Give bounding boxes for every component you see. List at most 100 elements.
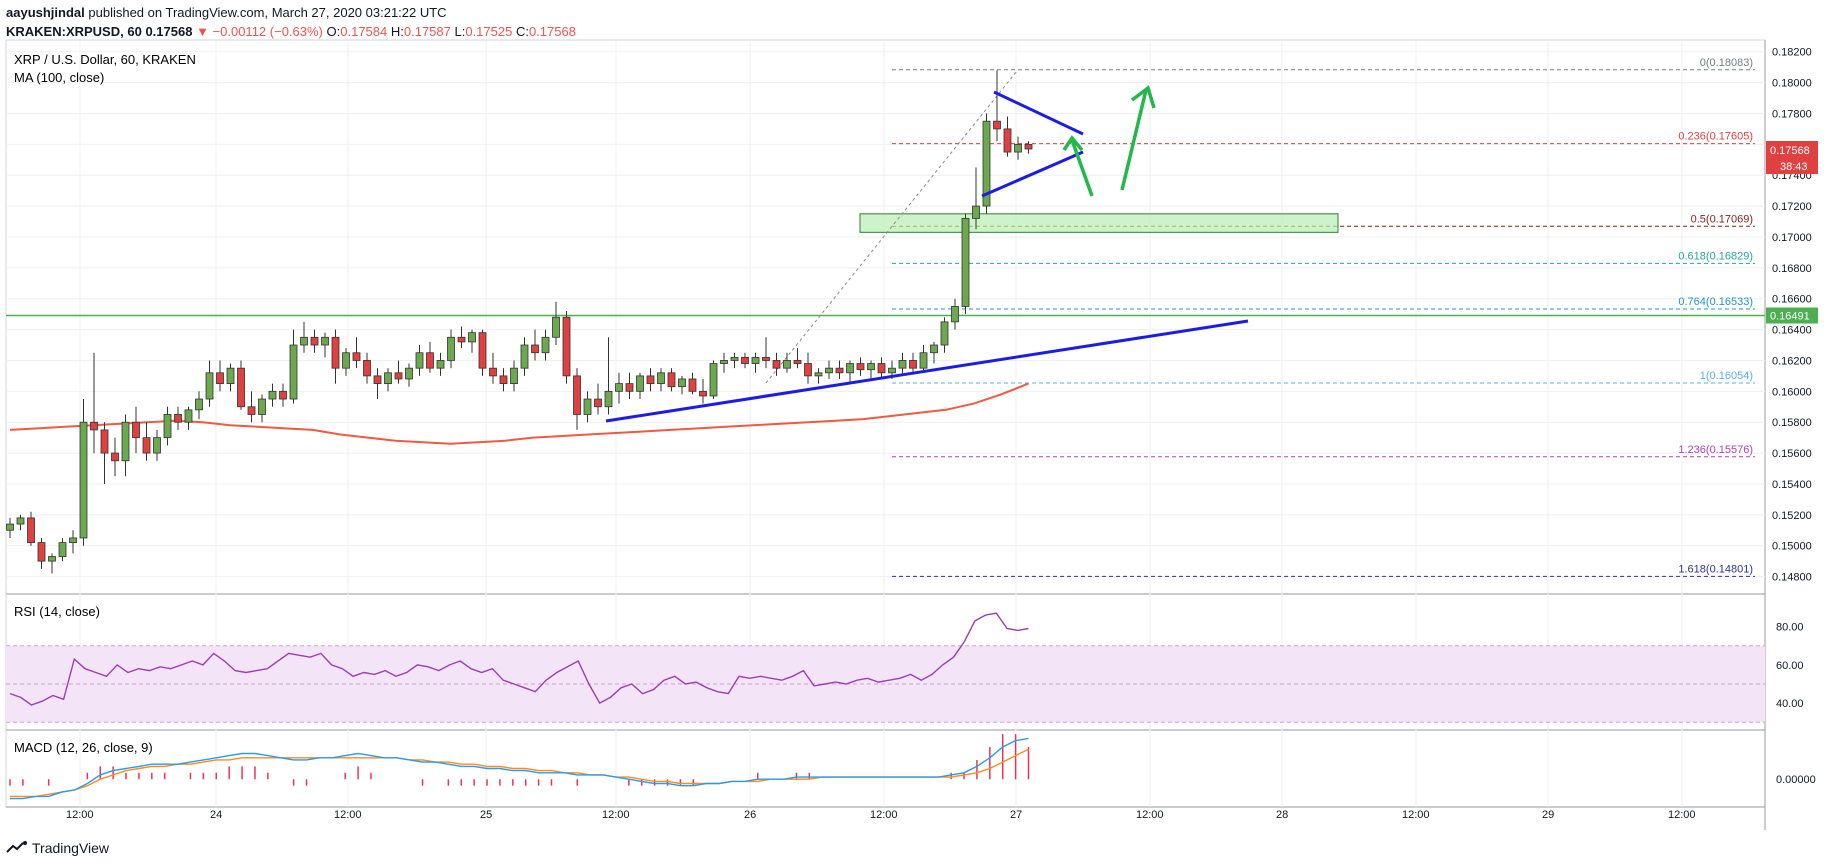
candle[interactable] (877, 357, 886, 379)
candle[interactable] (132, 406, 140, 454)
candle[interactable] (79, 399, 88, 546)
candle[interactable] (478, 329, 487, 376)
candle[interactable] (258, 394, 266, 423)
author-name[interactable]: aayushjindal (6, 5, 85, 20)
candle[interactable] (594, 383, 602, 415)
candle[interactable] (499, 368, 508, 392)
triangle-lower-line[interactable] (981, 150, 1084, 198)
candle[interactable] (468, 329, 476, 353)
candle[interactable] (216, 360, 224, 392)
candle[interactable] (951, 298, 959, 330)
candle[interactable] (573, 368, 581, 430)
candle[interactable] (6, 517, 14, 538)
candle[interactable] (846, 360, 854, 383)
candle[interactable] (142, 422, 151, 461)
candle[interactable] (321, 332, 329, 358)
candle[interactable] (205, 360, 214, 407)
candle[interactable] (730, 352, 739, 369)
candle[interactable] (552, 301, 560, 346)
candle[interactable] (678, 375, 686, 395)
candle[interactable] (972, 167, 980, 230)
candle[interactable] (342, 348, 350, 376)
candle[interactable] (741, 352, 749, 369)
candle[interactable] (930, 341, 938, 364)
candle[interactable] (961, 213, 970, 315)
candle[interactable] (153, 429, 161, 461)
candle[interactable] (615, 372, 623, 404)
candle[interactable] (531, 329, 539, 361)
candle[interactable] (783, 352, 791, 373)
candle[interactable] (58, 537, 67, 562)
candle[interactable] (646, 368, 655, 392)
candle[interactable] (436, 352, 445, 376)
candle[interactable] (489, 352, 497, 384)
candle[interactable] (541, 329, 550, 361)
candle[interactable] (657, 368, 665, 392)
candle[interactable] (247, 391, 256, 423)
candle[interactable] (667, 368, 676, 392)
candle[interactable] (699, 378, 707, 404)
candle[interactable] (898, 352, 907, 376)
candle[interactable] (100, 422, 109, 484)
candle[interactable] (982, 113, 991, 214)
candle[interactable] (604, 337, 613, 415)
candle[interactable] (426, 341, 434, 373)
candle[interactable] (90, 352, 98, 454)
candle[interactable] (762, 337, 770, 369)
candle[interactable] (111, 437, 119, 477)
candle[interactable] (562, 311, 571, 384)
candle[interactable] (394, 360, 403, 384)
ascending-trend-line[interactable] (605, 319, 1249, 423)
candle[interactable] (856, 357, 865, 376)
candle[interactable] (37, 537, 46, 569)
candle[interactable] (352, 337, 361, 369)
candle[interactable] (373, 368, 382, 400)
candle[interactable] (709, 360, 718, 400)
candle[interactable] (772, 352, 781, 376)
footer-brand[interactable]: TradingView (6, 840, 109, 856)
candle[interactable] (835, 360, 844, 379)
candle[interactable] (919, 345, 928, 373)
candle[interactable] (510, 360, 518, 392)
candle[interactable] (457, 326, 466, 349)
candle[interactable] (993, 70, 1001, 142)
candle[interactable] (16, 514, 25, 531)
candle[interactable] (27, 511, 35, 546)
candle[interactable] (825, 360, 833, 379)
candle[interactable] (195, 391, 203, 420)
candle[interactable] (226, 363, 235, 392)
candle[interactable] (1014, 136, 1022, 160)
candle[interactable] (300, 321, 308, 353)
candle[interactable] (331, 329, 340, 384)
candle[interactable] (69, 530, 77, 554)
candle[interactable] (289, 329, 298, 404)
candle[interactable] (237, 360, 245, 410)
candle[interactable] (793, 348, 802, 369)
candle[interactable] (174, 406, 182, 430)
candle[interactable] (163, 406, 172, 446)
candle[interactable] (279, 383, 287, 407)
candle[interactable] (940, 317, 949, 353)
candle[interactable] (48, 553, 56, 574)
candle[interactable] (909, 352, 917, 373)
candle[interactable] (720, 352, 728, 373)
candle[interactable] (363, 352, 371, 384)
candle[interactable] (447, 329, 455, 369)
candle[interactable] (184, 406, 193, 430)
candle[interactable] (804, 352, 812, 384)
candle[interactable] (814, 368, 823, 384)
candle[interactable] (415, 345, 424, 376)
triangle-upper-line[interactable] (993, 90, 1084, 136)
candle[interactable] (1003, 116, 1012, 157)
candle[interactable] (583, 391, 592, 423)
candle[interactable] (405, 363, 413, 387)
candle[interactable] (688, 372, 697, 395)
candle[interactable] (520, 337, 529, 376)
candle[interactable] (310, 329, 319, 353)
candle[interactable] (636, 372, 644, 400)
candle[interactable] (867, 360, 875, 379)
candle[interactable] (1024, 141, 1033, 154)
candle[interactable] (121, 414, 130, 477)
candle[interactable] (384, 368, 392, 392)
